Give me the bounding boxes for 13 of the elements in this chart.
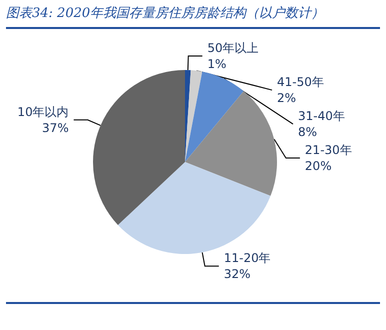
slice-label: 31-40年 <box>298 109 345 124</box>
data-label: 2% <box>277 91 296 106</box>
data-label: 8% <box>298 125 318 140</box>
data-label: 20% <box>304 159 332 174</box>
data-label: 37% <box>42 120 69 135</box>
slice-label: 50年以上 <box>207 41 259 56</box>
slice-label: 21-30年 <box>304 143 352 158</box>
slice-label: 41-50年 <box>277 75 324 90</box>
data-label: 32% <box>224 267 251 282</box>
slice-label: 11-20年 <box>224 251 271 266</box>
slice-label: 10年以内 <box>17 104 69 119</box>
data-label: 1% <box>207 57 226 72</box>
chart-title: 图表34: 2020年我国存量房住房房龄结构（以户数计） <box>6 4 380 29</box>
